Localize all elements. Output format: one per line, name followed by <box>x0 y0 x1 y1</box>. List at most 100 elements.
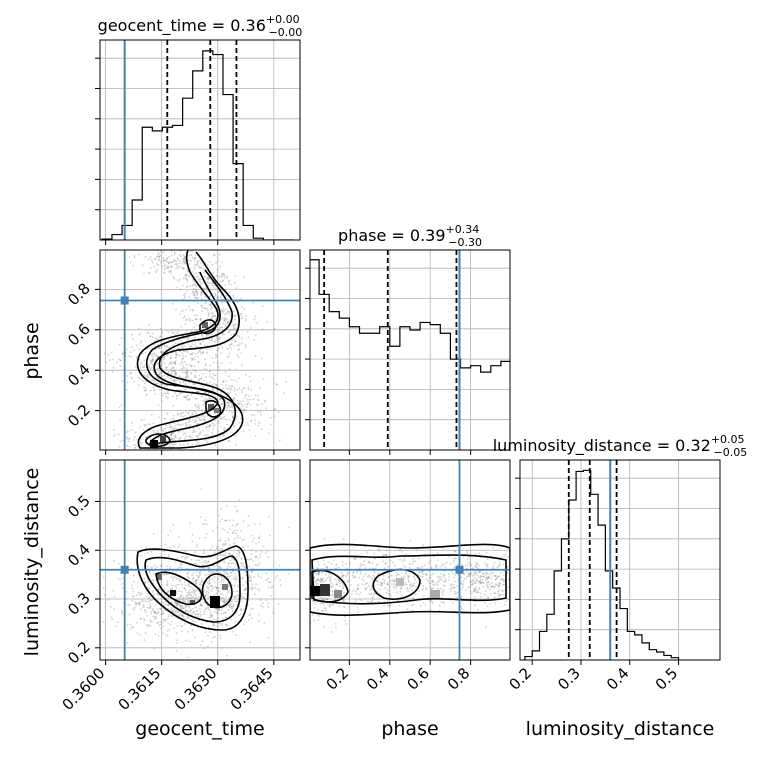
sample-point <box>222 612 225 615</box>
sample-point <box>176 639 179 641</box>
sample-point <box>225 624 228 627</box>
sample-point <box>324 573 327 576</box>
sample-point <box>216 384 218 387</box>
sample-point <box>164 424 167 427</box>
sample-point <box>199 431 202 434</box>
sample-point <box>496 577 498 579</box>
sample-point <box>192 288 195 290</box>
sample-point <box>170 377 172 380</box>
sample-point <box>165 396 168 398</box>
sample-point <box>219 565 222 568</box>
sample-point <box>157 608 160 611</box>
sample-point <box>185 435 188 437</box>
sample-point <box>160 564 163 567</box>
sample-point <box>228 282 230 285</box>
sample-point <box>174 329 177 332</box>
sample-point <box>204 519 207 522</box>
sample-point <box>184 600 187 603</box>
sample-point <box>213 423 216 426</box>
sample-point <box>167 534 170 537</box>
sample-point <box>226 356 229 359</box>
sample-point <box>151 621 153 623</box>
sample-point <box>128 445 131 448</box>
sample-point <box>503 555 506 557</box>
sample-point <box>197 271 200 274</box>
sample-point <box>184 610 187 613</box>
sample-point <box>514 550 516 552</box>
sample-point <box>130 584 133 587</box>
sample-point <box>219 571 221 574</box>
sample-point <box>170 615 173 617</box>
sample-point <box>250 534 253 537</box>
sample-point <box>212 586 215 588</box>
sample-point <box>221 623 224 625</box>
sample-point <box>145 380 148 383</box>
sample-point <box>95 344 97 346</box>
sample-point <box>211 613 213 616</box>
sample-point <box>160 336 163 338</box>
sample-point <box>170 254 173 256</box>
sample-point <box>269 416 272 419</box>
sample-point <box>516 559 518 561</box>
sample-point <box>474 581 476 583</box>
sample-point <box>245 574 247 577</box>
sample-point <box>112 589 115 592</box>
sample-point <box>193 592 196 594</box>
sample-point <box>185 610 188 612</box>
sample-point <box>317 571 320 574</box>
sample-point <box>262 545 265 548</box>
sample-point <box>354 576 356 579</box>
sample-point <box>473 588 475 591</box>
sample-point <box>132 626 135 628</box>
sample-point <box>202 552 205 555</box>
sample-point <box>438 580 440 583</box>
sample-point <box>161 363 164 366</box>
sample-point <box>456 585 459 588</box>
sample-point <box>232 519 235 522</box>
sample-point <box>160 607 163 610</box>
sample-point <box>165 633 168 636</box>
sample-point <box>132 443 135 446</box>
sample-point <box>221 346 224 349</box>
sample-point <box>178 437 181 440</box>
sample-point <box>177 546 180 548</box>
sample-point <box>220 318 223 321</box>
sample-point <box>223 319 226 321</box>
sample-point <box>305 574 307 576</box>
sample-point <box>492 565 495 567</box>
sample-point <box>379 584 382 586</box>
sample-point <box>182 380 185 383</box>
sample-point <box>167 555 170 558</box>
sample-point <box>237 594 240 597</box>
sample-point <box>184 550 187 553</box>
sample-point <box>203 271 206 274</box>
sample-point <box>174 333 177 336</box>
sample-point <box>529 592 531 594</box>
sample-point <box>238 421 241 424</box>
sample-point <box>298 582 300 584</box>
sample-point <box>405 572 408 574</box>
sample-point <box>178 437 181 440</box>
sample-point <box>461 583 464 585</box>
sample-point <box>197 262 199 265</box>
sample-point <box>209 585 212 588</box>
sample-point <box>187 343 190 345</box>
sample-point <box>216 349 219 351</box>
contour-line <box>144 555 241 623</box>
sample-point <box>305 596 307 598</box>
sample-point <box>189 610 192 613</box>
sample-point <box>233 327 236 330</box>
sample-point <box>168 603 171 606</box>
sample-point <box>192 257 194 259</box>
sample-point <box>214 374 217 377</box>
sample-point <box>330 585 332 588</box>
sample-point <box>235 327 238 330</box>
sample-point <box>399 590 402 593</box>
sample-point <box>222 322 225 325</box>
sample-point <box>118 343 121 346</box>
sample-point <box>188 582 191 585</box>
sample-point <box>206 276 209 279</box>
sample-point <box>219 344 222 347</box>
sample-point <box>136 632 139 634</box>
sample-point <box>252 398 255 401</box>
